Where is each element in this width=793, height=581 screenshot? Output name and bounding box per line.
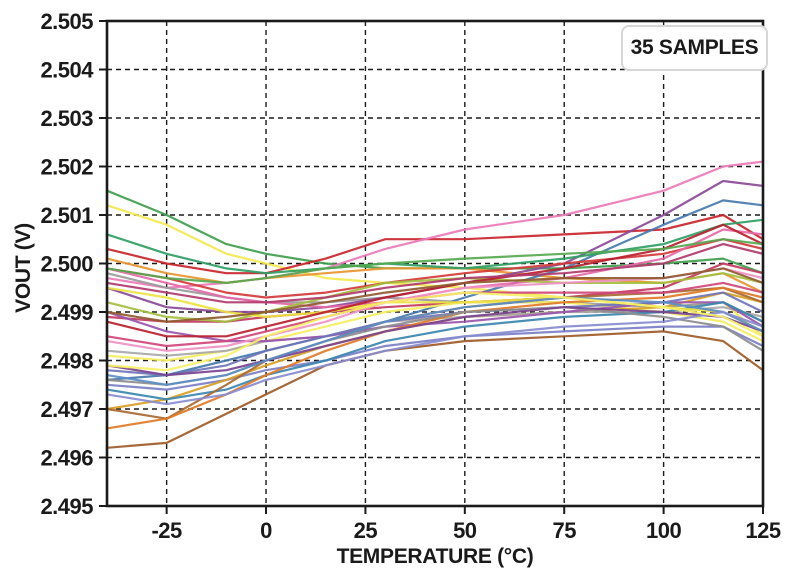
series-line-sample-04 <box>105 160 765 289</box>
series-line-sample-27 <box>105 286 765 430</box>
x-tick-label: 25 <box>354 518 378 543</box>
y-tick-label: 2.498 <box>40 349 93 374</box>
legend-label: 35 SAMPLES <box>630 36 759 59</box>
y-tick-label: 2.499 <box>40 300 93 325</box>
y-tick-label: 2.504 <box>40 58 94 83</box>
series-line-sample-23 <box>105 272 765 323</box>
series-lines <box>105 160 765 449</box>
y-tick-label: 2.502 <box>40 155 93 180</box>
legend-box: 35 SAMPLES <box>621 25 768 71</box>
series-line-sample-32 <box>105 243 765 304</box>
x-tick-label: 125 <box>745 518 780 543</box>
x-tick-label: 50 <box>453 518 477 543</box>
series-line-sample-34 <box>105 291 765 372</box>
series-line-sample-09 <box>105 330 765 449</box>
y-tick-label: 2.505 <box>40 9 93 34</box>
x-axis-title: TEMPERATURE (°C) <box>336 545 534 568</box>
series-line-sample-35 <box>105 238 765 284</box>
series-line-sample-31 <box>105 267 765 323</box>
y-tick-label: 2.501 <box>40 203 93 228</box>
x-tick-label: 0 <box>260 518 272 543</box>
y-tick-label: 2.503 <box>40 106 93 131</box>
y-tick-label: 2.496 <box>40 446 93 471</box>
series-line-sample-25 <box>105 223 765 338</box>
series-line-sample-12 <box>105 218 765 275</box>
x-tick-label: -25 <box>151 518 182 543</box>
series-line-sample-11 <box>105 325 765 391</box>
y-axis-title: VOUT (V) <box>12 223 35 313</box>
series-line-sample-03 <box>105 213 765 275</box>
plot-border <box>105 19 765 508</box>
y-tick-label: 2.495 <box>40 494 93 519</box>
axes: 2.495 2.496 2.497 2.498 2.499 2.500 2.501 2.502… <box>40 9 781 543</box>
y-tick-label: 2.500 <box>40 252 93 277</box>
y-tick-label: 2.497 <box>40 397 93 422</box>
x-tick-label: 75 <box>552 518 576 543</box>
x-tick-label: 100 <box>646 518 681 543</box>
series-line-sample-13 <box>105 301 765 362</box>
series-line-sample-30 <box>105 296 765 386</box>
series-line-sample-29 <box>105 306 765 377</box>
series-line-sample-33 <box>105 310 765 406</box>
